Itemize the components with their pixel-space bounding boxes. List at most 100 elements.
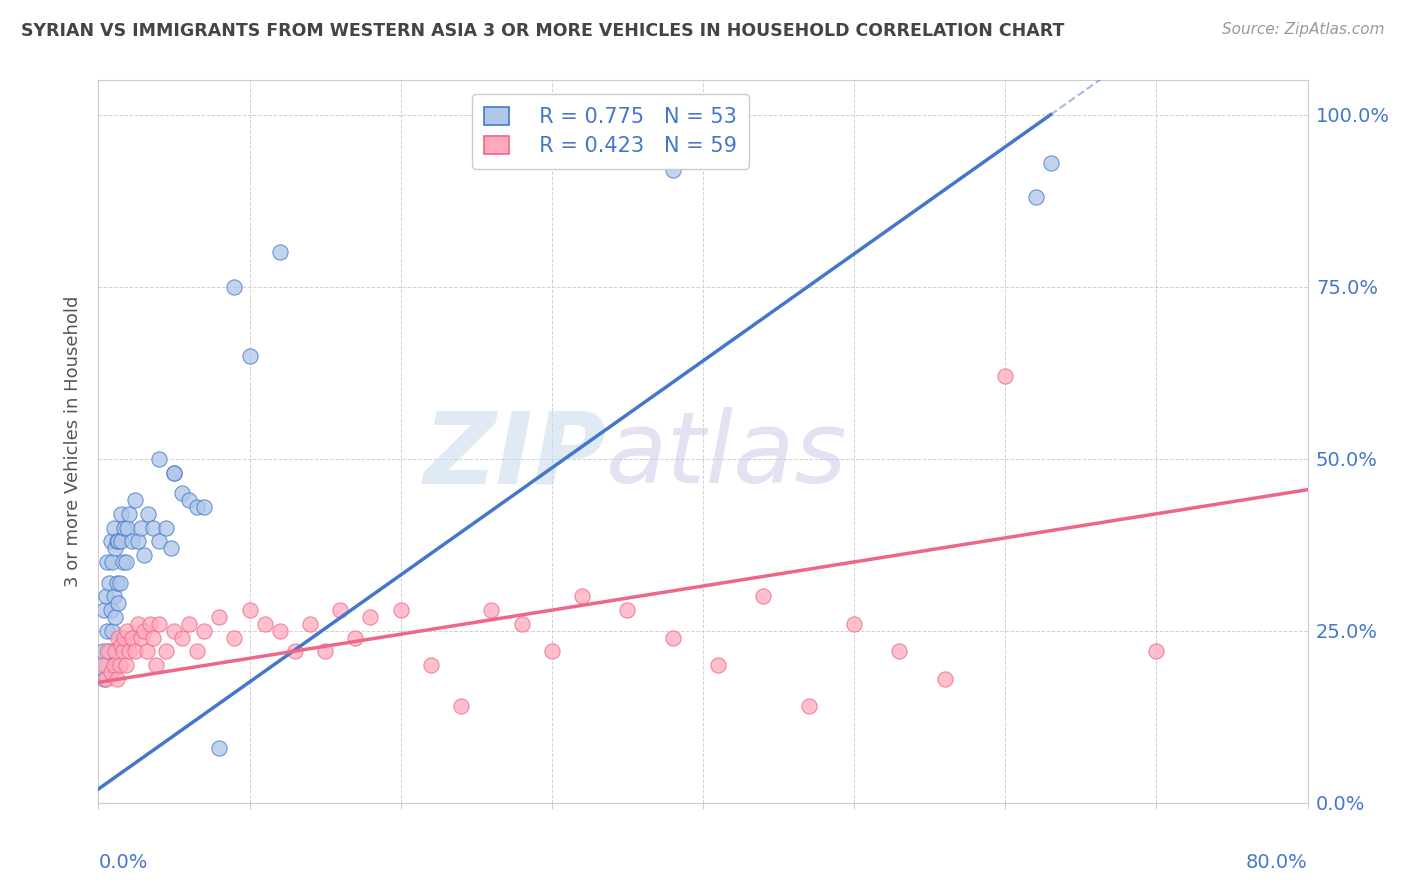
Point	[163, 624, 186, 638]
Point	[139, 616, 162, 631]
Legend:   R = 0.775   N = 53,   R = 0.423   N = 59: R = 0.775 N = 53, R = 0.423 N = 59	[471, 95, 749, 169]
Point	[193, 624, 215, 638]
Point	[94, 658, 117, 673]
Point	[129, 631, 152, 645]
Point	[450, 699, 472, 714]
Point	[661, 631, 683, 645]
Point	[104, 610, 127, 624]
Point	[481, 603, 503, 617]
Point	[105, 575, 128, 590]
Text: 80.0%: 80.0%	[1246, 854, 1308, 872]
Point	[93, 672, 115, 686]
Point	[96, 644, 118, 658]
Point	[224, 631, 246, 645]
Point	[103, 658, 125, 673]
Point	[148, 616, 170, 631]
Point	[105, 534, 128, 549]
Point	[186, 644, 208, 658]
Point	[616, 603, 638, 617]
Point	[299, 616, 322, 631]
Text: atlas: atlas	[606, 408, 848, 505]
Point	[179, 493, 201, 508]
Point	[148, 534, 170, 549]
Point	[132, 624, 155, 638]
Point	[253, 616, 276, 631]
Point	[752, 590, 775, 604]
Point	[114, 658, 136, 673]
Point	[107, 631, 129, 645]
Point	[269, 245, 291, 260]
Point	[344, 631, 367, 645]
Point	[96, 555, 118, 569]
Point	[1144, 644, 1167, 658]
Point	[186, 500, 208, 514]
Point	[127, 616, 149, 631]
Point	[208, 610, 231, 624]
Point	[132, 548, 155, 562]
Point	[389, 603, 412, 617]
Point	[360, 610, 382, 624]
Point	[844, 616, 866, 631]
Point	[91, 658, 114, 673]
Point	[124, 493, 146, 508]
Point	[142, 520, 165, 534]
Point	[170, 486, 193, 500]
Point	[107, 534, 129, 549]
Text: ZIP: ZIP	[423, 408, 606, 505]
Point	[103, 590, 125, 604]
Point	[314, 644, 336, 658]
Point	[571, 590, 593, 604]
Point	[98, 644, 121, 658]
Text: SYRIAN VS IMMIGRANTS FROM WESTERN ASIA 3 OR MORE VEHICLES IN HOUSEHOLD CORRELATI: SYRIAN VS IMMIGRANTS FROM WESTERN ASIA 3…	[21, 22, 1064, 40]
Point	[160, 541, 183, 556]
Point	[115, 624, 138, 638]
Point	[101, 624, 124, 638]
Point	[163, 466, 186, 480]
Point	[94, 590, 117, 604]
Y-axis label: 3 or more Vehicles in Household: 3 or more Vehicles in Household	[65, 296, 83, 587]
Point	[155, 644, 177, 658]
Point	[129, 520, 152, 534]
Point	[104, 644, 127, 658]
Point	[101, 555, 124, 569]
Point	[661, 162, 683, 177]
Point	[91, 644, 114, 658]
Point	[239, 603, 262, 617]
Point	[111, 555, 134, 569]
Point	[889, 644, 911, 658]
Point	[127, 534, 149, 549]
Point	[121, 534, 143, 549]
Text: Source: ZipAtlas.com: Source: ZipAtlas.com	[1222, 22, 1385, 37]
Point	[284, 644, 307, 658]
Point	[100, 534, 122, 549]
Point	[93, 603, 115, 617]
Point	[103, 520, 125, 534]
Point	[108, 575, 131, 590]
Point	[163, 466, 186, 480]
Point	[707, 658, 730, 673]
Point	[96, 624, 118, 638]
Point	[142, 631, 165, 645]
Text: 0.0%: 0.0%	[98, 854, 148, 872]
Point	[269, 624, 291, 638]
Point	[107, 596, 129, 610]
Point	[135, 644, 157, 658]
Point	[208, 740, 231, 755]
Point	[115, 520, 138, 534]
Point	[110, 534, 132, 549]
Point	[104, 541, 127, 556]
Point	[112, 631, 135, 645]
Point	[108, 658, 131, 673]
Point	[112, 520, 135, 534]
Point	[420, 658, 443, 673]
Point	[510, 616, 533, 631]
Point	[94, 672, 117, 686]
Point	[329, 603, 352, 617]
Point	[110, 638, 132, 652]
Point	[145, 658, 167, 673]
Point	[118, 644, 141, 658]
Point	[100, 603, 122, 617]
Point	[540, 644, 562, 658]
Point	[1024, 190, 1046, 204]
Point	[170, 631, 193, 645]
